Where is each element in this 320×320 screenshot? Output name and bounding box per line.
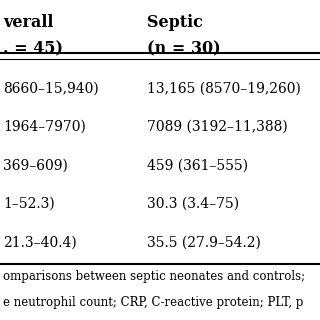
- Text: 30.3 (3.4–75): 30.3 (3.4–75): [147, 197, 239, 211]
- Text: omparisons between septic neonates and controls;: omparisons between septic neonates and c…: [3, 270, 305, 284]
- Text: Septic: Septic: [147, 14, 203, 31]
- Text: 8660–15,940): 8660–15,940): [3, 82, 99, 96]
- Text: e neutrophil count; CRP, C-reactive protein; PLT, p: e neutrophil count; CRP, C-reactive prot…: [3, 296, 304, 309]
- Text: . = 45): . = 45): [3, 40, 63, 57]
- Text: (n = 30): (n = 30): [147, 40, 221, 57]
- Text: 13,165 (8570–19,260): 13,165 (8570–19,260): [147, 82, 301, 96]
- Text: 7089 (3192–11,388): 7089 (3192–11,388): [147, 120, 288, 134]
- Text: verall: verall: [3, 14, 53, 31]
- Text: 459 (361–555): 459 (361–555): [147, 158, 248, 172]
- Text: 369–609): 369–609): [3, 158, 68, 172]
- Text: 35.5 (27.9–54.2): 35.5 (27.9–54.2): [147, 235, 261, 249]
- Text: 1964–7970): 1964–7970): [3, 120, 86, 134]
- Text: 21.3–40.4): 21.3–40.4): [3, 235, 77, 249]
- Text: 1–52.3): 1–52.3): [3, 197, 55, 211]
